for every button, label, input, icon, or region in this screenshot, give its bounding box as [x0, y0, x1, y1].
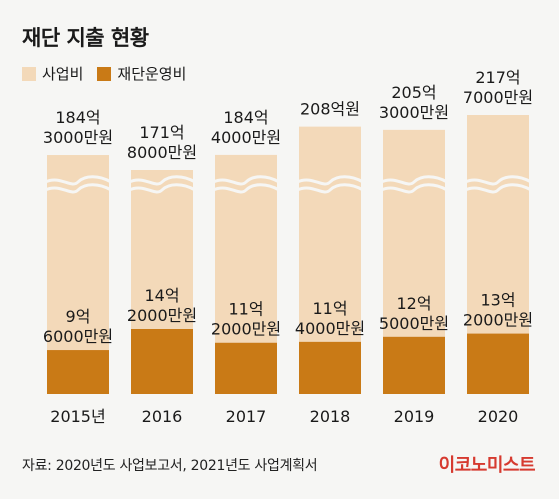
operating-cost-label-1: 14억 2000만원	[127, 286, 197, 325]
source-note: 자료: 2020년도 사업보고서, 2021년도 사업계획서	[22, 458, 318, 474]
project-cost-label-2: 184억 4000만원	[211, 108, 281, 147]
bar-project-cost-5	[467, 115, 529, 334]
bar-operating-cost-1	[131, 329, 193, 394]
legend: 사업비 재단운영비	[22, 63, 186, 84]
axis-break-line-5-0	[464, 175, 532, 186]
bar-project-cost-1	[131, 170, 193, 329]
axis-break-line-1-0	[128, 175, 196, 186]
axis-break-line-4-1	[380, 183, 448, 194]
axis-break-line-0-0	[44, 175, 112, 186]
x-tick-label-5: 2020	[478, 407, 519, 426]
x-tick-label-2: 2017	[226, 407, 267, 426]
operating-cost-label-5: 13억 2000만원	[463, 291, 533, 330]
legend-label-operating-cost: 재단운영비	[117, 65, 187, 83]
legend-item-operating-cost: 재단운영비	[97, 63, 186, 84]
legend-label-project-cost: 사업비	[42, 65, 84, 83]
operating-cost-label-4: 12억 5000만원	[379, 294, 449, 333]
legend-swatch-project-cost	[22, 66, 36, 81]
axis-break-line-3-0	[296, 175, 364, 186]
project-cost-label-0: 184억 3000만원	[43, 108, 113, 147]
x-tick-label-3: 2018	[310, 407, 351, 426]
axis-break-line-3-1	[296, 183, 364, 194]
axis-break-line-5-1	[464, 183, 532, 194]
bar-operating-cost-3	[299, 341, 361, 394]
x-tick-label-4: 2019	[394, 407, 435, 426]
operating-cost-label-3: 11억 4000만원	[295, 299, 365, 338]
axis-break-line-1-1	[128, 183, 196, 194]
bar-operating-cost-5	[467, 333, 529, 394]
axis-break-line-2-1	[212, 183, 280, 194]
bar-operating-cost-0	[47, 350, 109, 394]
x-tick-label-1: 2016	[142, 407, 183, 426]
project-cost-label-3: 208억원	[300, 100, 360, 119]
axis-break-line-4-0	[380, 175, 448, 186]
operating-cost-label-0: 9억 6000만원	[43, 307, 113, 346]
project-cost-label-1: 171억 8000만원	[127, 123, 197, 162]
operating-cost-label-2: 11억 2000만원	[211, 300, 281, 339]
axis-break-line-2-0	[212, 175, 280, 186]
x-tick-label-0: 2015년	[50, 407, 105, 426]
bar-project-cost-4	[383, 129, 445, 337]
bar-project-cost-3	[299, 126, 361, 342]
chart-title: 재단 지출 현황	[22, 26, 149, 50]
bar-operating-cost-2	[215, 342, 277, 394]
axis-break-line-0-1	[44, 183, 112, 194]
legend-item-project-cost: 사업비	[22, 63, 83, 84]
bar-operating-cost-4	[383, 336, 445, 394]
project-cost-label-5: 217억 7000만원	[463, 68, 533, 107]
brand-logo: 이코노미스트	[438, 455, 536, 476]
project-cost-label-4: 205억 3000만원	[379, 83, 449, 122]
legend-swatch-operating-cost	[97, 66, 112, 81]
